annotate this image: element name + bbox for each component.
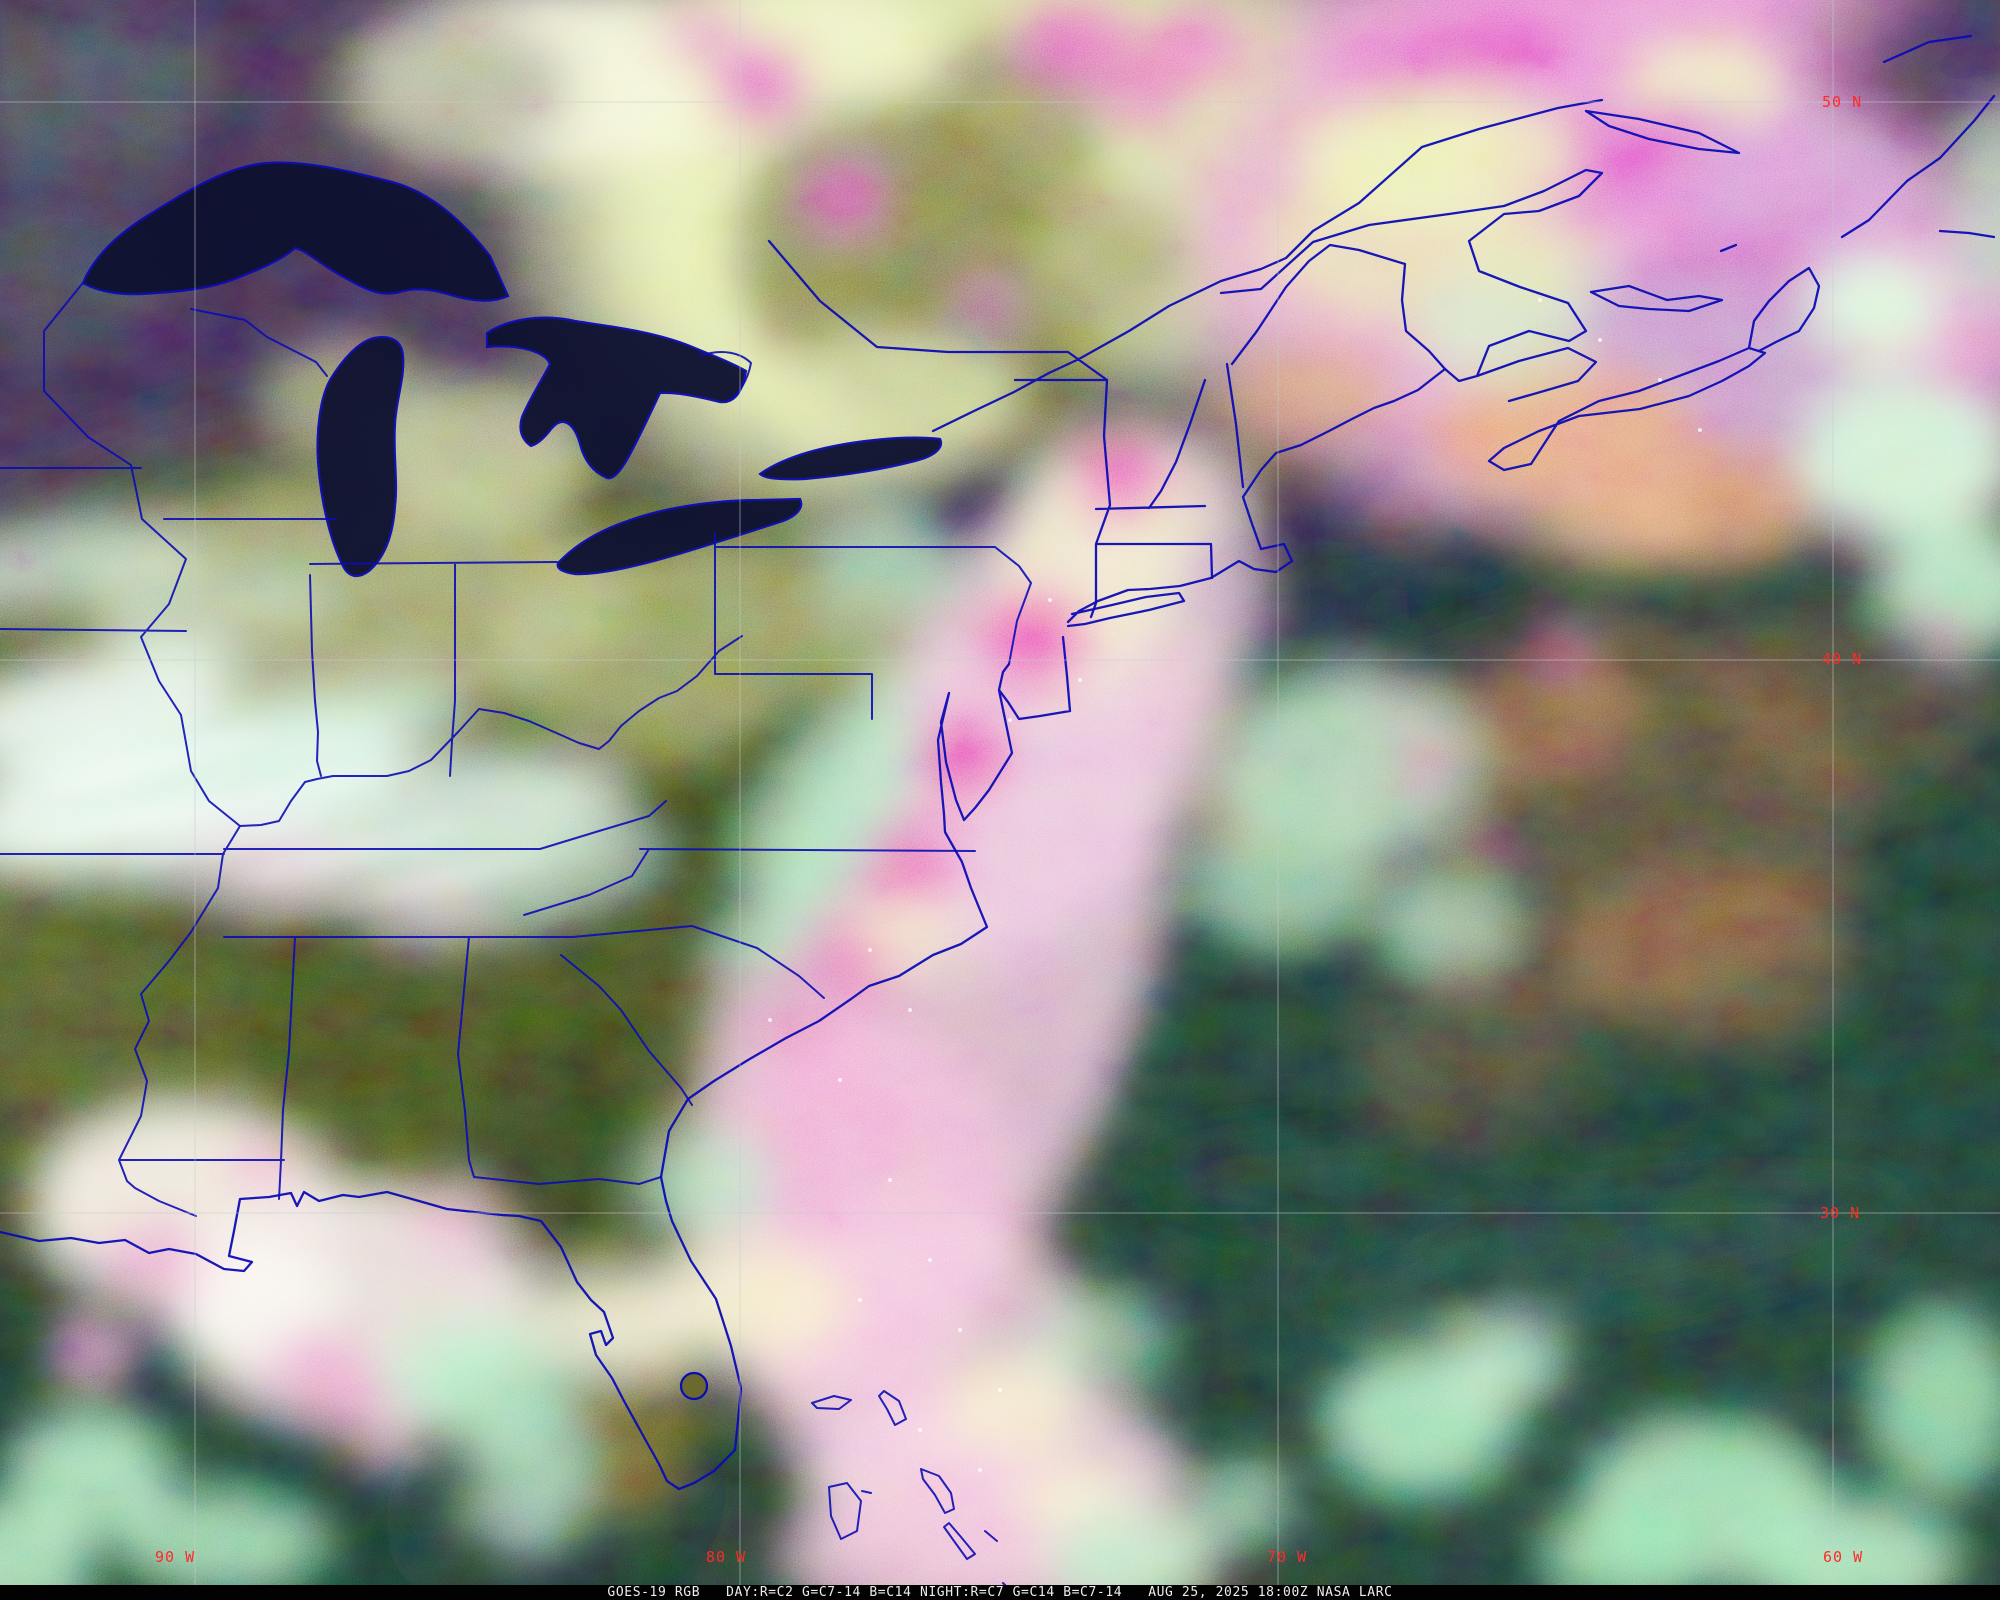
status-bar: GOES-19 RGB DAY:R=C2 G=C7-14 B=C14 NIGHT… [0,1585,2000,1600]
label-lon-70w: 70 W [1267,1548,1307,1566]
label-lon-60w: 60 W [1823,1548,1863,1566]
status-product-label: GOES-19 RGB [607,1585,701,1600]
canada-borders [767,34,1996,619]
grid-labels: 50 N 40 N 30 N 90 W 80 W 70 W 60 W [155,93,1863,1566]
us-coastline [0,367,1447,1491]
coastline-borders [0,34,1996,1600]
label-lon-90w: 90 W [155,1548,195,1566]
label-lat-40n: 40 N [1822,650,1862,668]
label-lat-30n: 30 N [1820,1204,1860,1222]
state-borders [0,283,1032,1217]
label-lat-50n: 50 N [1822,93,1862,111]
sparkle-dots [768,298,1702,1472]
status-timestamp: AUG 25, 2025 18:00Z NASA LARC [1148,1585,1393,1600]
status-channel-recipe: DAY:R=C2 G=C7-14 B=C14 NIGHT:R=C7 G=C14 … [726,1585,1123,1600]
label-lon-80w: 80 W [706,1548,746,1566]
